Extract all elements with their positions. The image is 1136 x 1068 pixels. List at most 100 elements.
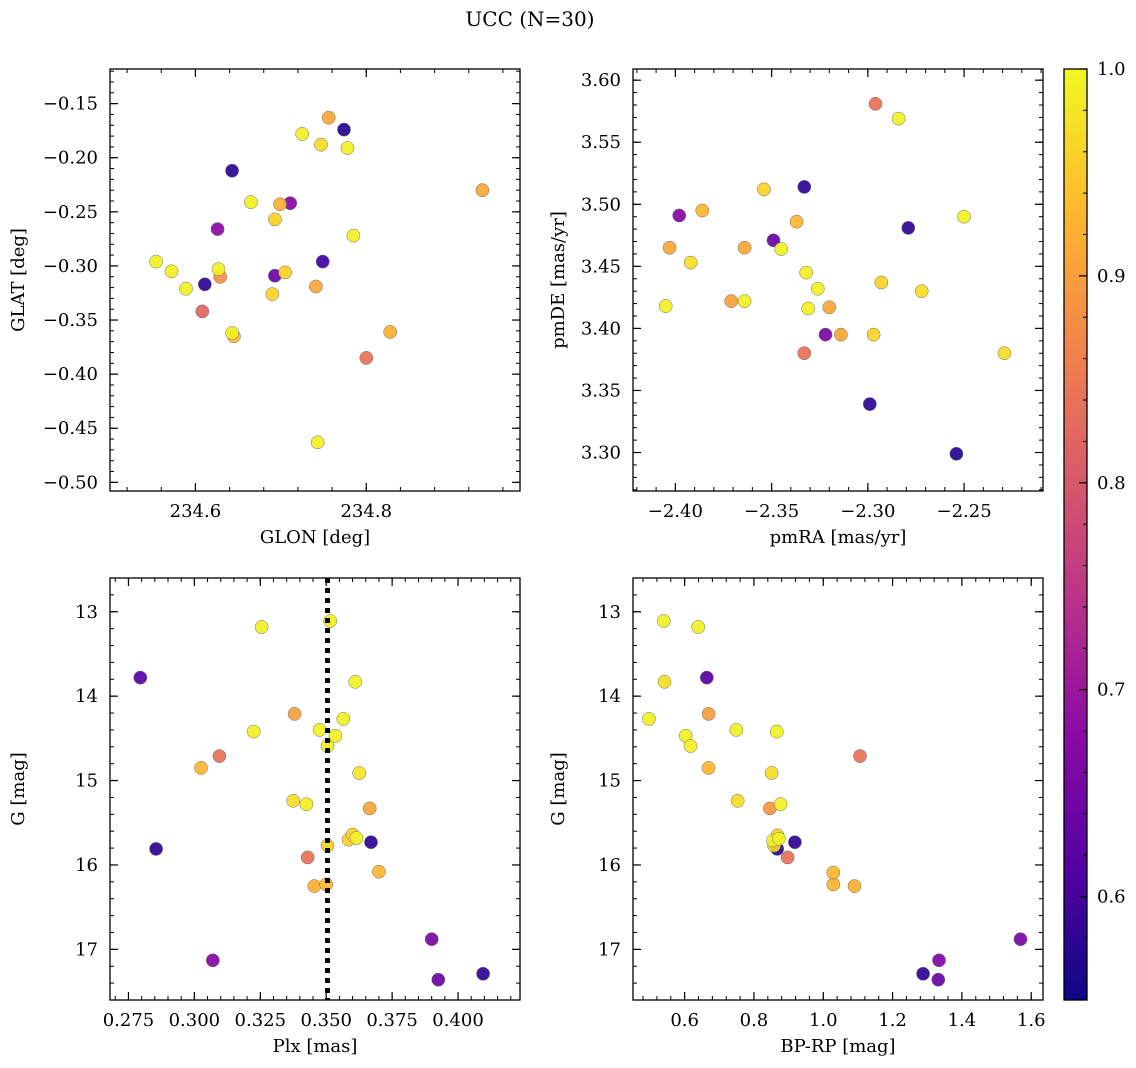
- data-point: [205, 953, 220, 968]
- y-tick-label: 15: [75, 771, 98, 792]
- data-point: [299, 797, 314, 812]
- x-tick-label: 0.8: [740, 1010, 769, 1031]
- data-point: [691, 620, 706, 634]
- y-tick-label: 3.30: [581, 443, 621, 464]
- data-point: [931, 972, 946, 987]
- colorbar-tick-label: 0.8: [1097, 473, 1126, 494]
- data-point: [197, 277, 212, 292]
- data-point: [683, 255, 698, 270]
- data-point: [901, 221, 916, 235]
- data-point: [265, 287, 280, 301]
- data-point: [364, 835, 378, 850]
- data-point: [340, 141, 355, 155]
- data-point: [701, 707, 716, 721]
- data-point: [772, 831, 786, 846]
- data-point: [868, 96, 883, 111]
- data-point: [310, 435, 325, 450]
- data-point: [764, 766, 779, 780]
- y-tick-label: 16: [598, 855, 621, 876]
- y-tick-label: 13: [598, 602, 621, 623]
- y-axis-label: pmDE [mas/yr]: [548, 211, 569, 349]
- data-point: [424, 932, 439, 947]
- data-point: [244, 195, 258, 209]
- data-point: [359, 351, 374, 365]
- data-point: [315, 254, 330, 269]
- data-point: [701, 761, 716, 775]
- colorbar-tick-label: 0.7: [1097, 680, 1126, 701]
- data-point: [797, 346, 812, 361]
- data-point: [826, 877, 841, 892]
- data-point: [431, 972, 446, 987]
- data-point: [773, 797, 788, 812]
- y-tick-label: 3.50: [581, 194, 621, 215]
- data-point: [822, 300, 837, 315]
- x-axis-label: BP-RP [mag]: [780, 1036, 895, 1057]
- axes-frame: [632, 68, 1044, 492]
- colorbar-tick-label: 0.6: [1097, 887, 1126, 908]
- x-tick-label: 0.6: [670, 1010, 699, 1031]
- data-point: [874, 275, 889, 290]
- data-point: [273, 197, 287, 212]
- data-point: [475, 183, 490, 198]
- data-point: [336, 712, 351, 726]
- scatter-panel-1: 234.6 234.8 −0.15 −0.20 −0.25 −0.30 −0.35 −0.40…: [8, 68, 521, 548]
- data-point: [774, 242, 789, 256]
- y-axis-label: G [mag]: [548, 752, 569, 825]
- data-point: [997, 346, 1012, 361]
- y-tick-label: −0.50: [43, 472, 98, 493]
- y-tick-label: 16: [75, 855, 98, 876]
- data-point: [724, 294, 739, 308]
- data-point: [695, 203, 710, 218]
- y-axis-label: G [mag]: [8, 752, 29, 825]
- y-tick-label: 15: [598, 771, 621, 792]
- x-tick-label: 0.375: [366, 1010, 418, 1031]
- data-point: [862, 397, 877, 411]
- data-point: [826, 865, 841, 880]
- x-tick-label: 1.6: [1017, 1010, 1046, 1031]
- x-tick-label: 1.0: [809, 1010, 838, 1031]
- data-point: [210, 222, 225, 236]
- y-tick-label: 3.35: [581, 380, 621, 401]
- axes-frame: [109, 577, 521, 1001]
- data-point: [225, 326, 239, 340]
- data-point: [286, 793, 301, 808]
- data-point: [195, 304, 210, 319]
- data-point: [737, 294, 752, 308]
- data-point: [212, 749, 227, 763]
- data-point: [891, 111, 906, 126]
- data-point: [810, 281, 825, 296]
- data-point: [949, 446, 964, 461]
- x-tick-label: −2.25: [936, 501, 991, 522]
- data-point: [834, 327, 848, 342]
- axes-frame: [632, 577, 1044, 1001]
- x-axis-label: GLON [deg]: [260, 527, 370, 548]
- data-point: [179, 281, 193, 296]
- data-point: [957, 209, 971, 224]
- y-tick-label: −0.25: [43, 202, 98, 223]
- x-tick-label: −2.30: [840, 501, 895, 522]
- x-tick-label: 234.6: [170, 501, 222, 522]
- data-point: [789, 214, 804, 229]
- data-point: [642, 712, 656, 726]
- data-point: [799, 265, 814, 280]
- x-tick-label: 0.300: [169, 1010, 221, 1031]
- data-point: [372, 864, 386, 879]
- y-tick-label: −0.30: [43, 256, 98, 277]
- data-point: [916, 966, 930, 981]
- data-point: [295, 127, 310, 141]
- data-point: [321, 110, 336, 125]
- colorbar-tick-label: 1.0: [1097, 59, 1126, 80]
- x-tick-label: 0.400: [432, 1010, 484, 1031]
- data-point: [307, 879, 322, 893]
- data-point: [866, 327, 881, 342]
- colorbar-tick-label: 0.9: [1097, 266, 1126, 287]
- x-tick-label: −2.35: [744, 501, 799, 522]
- scatter-panel-4: 0.6 0.8 1.0 1.2 1.4 1.6 13 14 15 16 17 BP-RP [mag] G…: [548, 577, 1046, 1057]
- y-tick-label: 13: [75, 602, 98, 623]
- data-point: [278, 265, 292, 280]
- data-point: [766, 233, 781, 248]
- data-point: [352, 766, 367, 780]
- data-point: [164, 264, 179, 279]
- data-point: [914, 284, 929, 299]
- y-tick-label: 3.45: [581, 256, 621, 277]
